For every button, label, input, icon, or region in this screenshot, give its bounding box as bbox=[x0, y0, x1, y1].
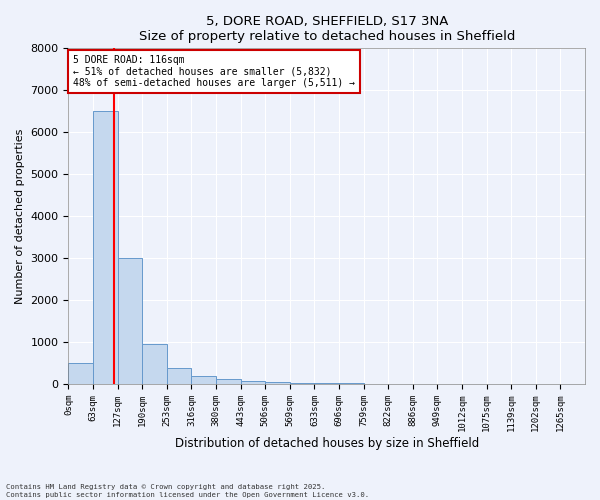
Bar bbox=[241, 380, 265, 384]
X-axis label: Distribution of detached houses by size in Sheffield: Distribution of detached houses by size … bbox=[175, 437, 479, 450]
Bar bbox=[265, 382, 290, 384]
Bar bbox=[68, 363, 93, 384]
Bar bbox=[216, 378, 241, 384]
Y-axis label: Number of detached properties: Number of detached properties bbox=[15, 128, 25, 304]
Title: 5, DORE ROAD, SHEFFIELD, S17 3NA
Size of property relative to detached houses in: 5, DORE ROAD, SHEFFIELD, S17 3NA Size of… bbox=[139, 15, 515, 43]
Bar bbox=[118, 258, 142, 384]
Bar bbox=[142, 344, 167, 384]
Bar bbox=[290, 383, 314, 384]
Text: Contains HM Land Registry data © Crown copyright and database right 2025.
Contai: Contains HM Land Registry data © Crown c… bbox=[6, 484, 369, 498]
Bar bbox=[167, 368, 191, 384]
Bar bbox=[191, 376, 216, 384]
Bar bbox=[93, 112, 118, 384]
Text: 5 DORE ROAD: 116sqm
← 51% of detached houses are smaller (5,832)
48% of semi-det: 5 DORE ROAD: 116sqm ← 51% of detached ho… bbox=[73, 54, 355, 88]
